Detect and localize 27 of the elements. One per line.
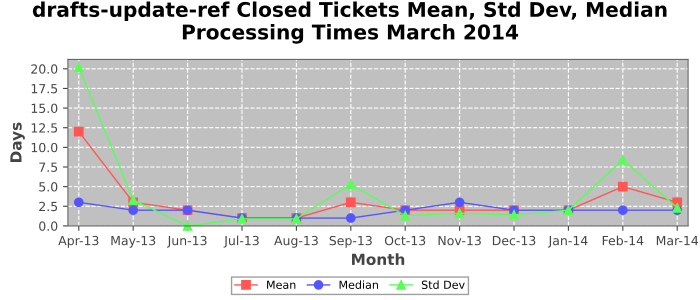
x-axis-title: Month bbox=[352, 253, 404, 266]
y-tick-label: 12.5 bbox=[32, 123, 58, 133]
y-tick-label: 5.0 bbox=[39, 182, 58, 192]
y-tick-label: 2.5 bbox=[39, 202, 58, 212]
x-tick-label: Oct-13 bbox=[384, 236, 426, 246]
y-tick-label: 20.0 bbox=[31, 64, 58, 74]
x-tick-label: May-13 bbox=[111, 236, 156, 248]
x-tick-label: Jul-13 bbox=[224, 236, 259, 248]
chart-title: drafts-update-ref Closed Tickets Mean, Std Dev, Median Processing Times March 2014 bbox=[32, 2, 666, 44]
x-tick-label: Sep-13 bbox=[330, 236, 372, 248]
y-axis-title: Days bbox=[10, 122, 25, 162]
x-tick-label: Jun-13 bbox=[166, 236, 207, 248]
y-tick-label: 17.5 bbox=[32, 84, 58, 94]
y-tick-label: 0.0 bbox=[39, 221, 58, 231]
y-tick-label: 10.0 bbox=[32, 142, 58, 152]
x-tick-label: Dec-13 bbox=[492, 236, 536, 246]
y-tick-label: 15.0 bbox=[32, 104, 58, 114]
x-tick-label: Jan-14 bbox=[548, 236, 588, 248]
legend-label: Mean bbox=[267, 280, 296, 289]
x-tick-label: Aug-13 bbox=[274, 236, 318, 248]
x-tick-label: Nov-13 bbox=[438, 236, 481, 246]
x-tick-label: Apr-13 bbox=[58, 236, 98, 248]
legend-label: Std Dev bbox=[422, 280, 465, 289]
x-tick-label: Mar-14 bbox=[656, 236, 698, 246]
y-tick-label: 7.5 bbox=[39, 162, 58, 172]
x-tick-label: Feb-14 bbox=[602, 236, 644, 246]
legend-label: Median bbox=[340, 280, 378, 289]
